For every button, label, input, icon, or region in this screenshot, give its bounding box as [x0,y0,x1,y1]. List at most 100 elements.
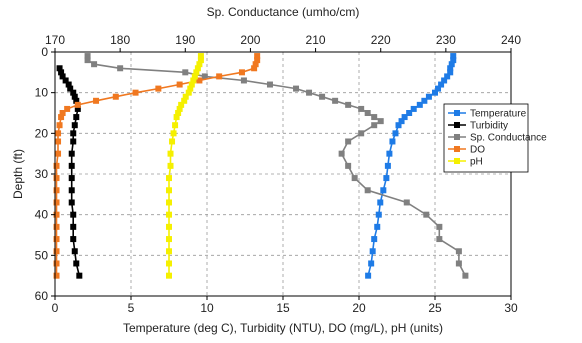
data-point-turbidity [73,260,80,267]
data-point-turbidity [71,122,78,129]
data-point-sp-conductance [351,175,358,182]
data-point-turbidity [70,89,77,96]
x-tick-label-top: 190 [175,33,195,47]
data-point-do [59,110,66,116]
y-axis-title: Depth (ft) [11,149,25,199]
data-point-turbidity [68,162,75,169]
data-point-do [53,272,60,279]
data-point-temperature [447,69,454,76]
x-tick-label-bottom: 25 [428,301,442,315]
data-point-sp-conductance [201,73,208,80]
data-point-ph [172,122,179,129]
data-point-turbidity [70,223,77,230]
data-point-temperature [438,81,445,88]
series-temperature [365,53,457,279]
legend-swatch-marker-sp-conductance [454,134,460,140]
data-point-sp-conductance [436,223,443,230]
data-point-temperature [435,85,442,92]
data-point-ph [190,77,197,84]
data-point-temperature [389,138,396,145]
data-point-sp-conductance [84,53,91,60]
y-tick-label: 20 [35,126,49,140]
data-point-ph [193,69,200,76]
data-point-turbidity [68,150,75,157]
data-point-ph [173,114,180,121]
data-point-do [196,77,203,84]
x-tick-label-top: 240 [501,33,521,47]
data-point-turbidity [58,69,65,76]
x-tick-label-top: 200 [240,33,260,47]
data-point-temperature [450,53,457,60]
series-turbidity [56,65,83,279]
data-point-ph [191,73,198,80]
data-point-do [53,162,60,169]
legend-label-temperature: Temperature [470,109,527,120]
data-point-do [55,138,62,145]
data-point-sp-conductance [403,199,410,206]
x-tick-label-bottom: 20 [352,301,366,315]
x-tick-label-bottom: 5 [128,301,135,315]
data-point-sp-conductance [266,81,273,88]
data-point-do [53,248,60,255]
data-point-ph [194,65,201,72]
y-tick-label: 40 [35,208,49,222]
data-point-do [216,73,223,80]
data-point-temperature [368,260,375,267]
data-point-sp-conductance [240,77,247,84]
data-point-do [58,114,65,121]
data-point-sp-conductance [455,260,462,267]
data-point-sp-conductance [91,61,98,68]
data-point-ph [181,97,188,104]
data-point-do [53,199,60,206]
x-tick-label-top: 170 [45,33,65,47]
x-tick-label-top: 210 [306,33,326,47]
data-point-ph [166,211,172,218]
data-point-temperature [450,57,457,64]
tick-labels: 0 5 10 15 20 25 30 170 180 190 200 210 220 230 240 0 10 2… [35,33,522,315]
data-point-sp-conductance [84,57,91,64]
data-point-temperature [374,223,381,230]
x-tick-label-bottom: 10 [200,301,214,315]
series-line-ph [168,56,202,276]
series-layer [53,53,469,279]
data-point-temperature [395,122,402,129]
data-point-sp-conductance [436,236,443,243]
data-point-temperature [406,110,413,116]
legend-swatch-marker-do [454,146,460,152]
data-point-turbidity [76,272,83,279]
data-point-turbidity [70,211,77,218]
legend-swatch-marker-temperature [454,110,460,116]
data-point-sp-conductance [293,85,300,92]
data-point-temperature [386,150,393,157]
series-sp-conductance [84,53,469,279]
data-point-ph [187,85,194,92]
data-point-temperature [416,101,423,108]
data-point-ph [166,248,172,255]
data-point-do [74,101,81,108]
bottom-axis-title: Temperature (deg C), Turbidity (NTU), DO… [123,321,443,335]
data-point-temperature [401,114,408,121]
top-axis-title: Sp. Conductance (umho/cm) [207,5,360,19]
data-point-temperature [377,199,384,206]
y-tick-label: 60 [35,289,49,303]
data-point-temperature [371,236,378,243]
data-point-sp-conductance [364,187,371,194]
data-point-do [53,175,60,182]
data-point-do [64,105,71,112]
data-point-ph [166,223,172,230]
data-point-turbidity [70,138,77,145]
data-point-temperature [441,77,448,84]
y-tick-label: 10 [35,86,49,100]
data-point-do [252,61,259,68]
data-point-ph [166,187,172,194]
data-point-ph [182,93,189,100]
data-point-do [53,211,60,218]
data-point-temperature [444,73,451,80]
data-point-do [55,130,62,137]
series-do [53,53,261,279]
legend-label-sp-conductance: Sp. Conductance [470,133,547,144]
data-point-do [254,57,261,64]
data-point-do [56,122,63,129]
series-ph [166,53,204,279]
data-point-sp-conductance [345,101,352,108]
